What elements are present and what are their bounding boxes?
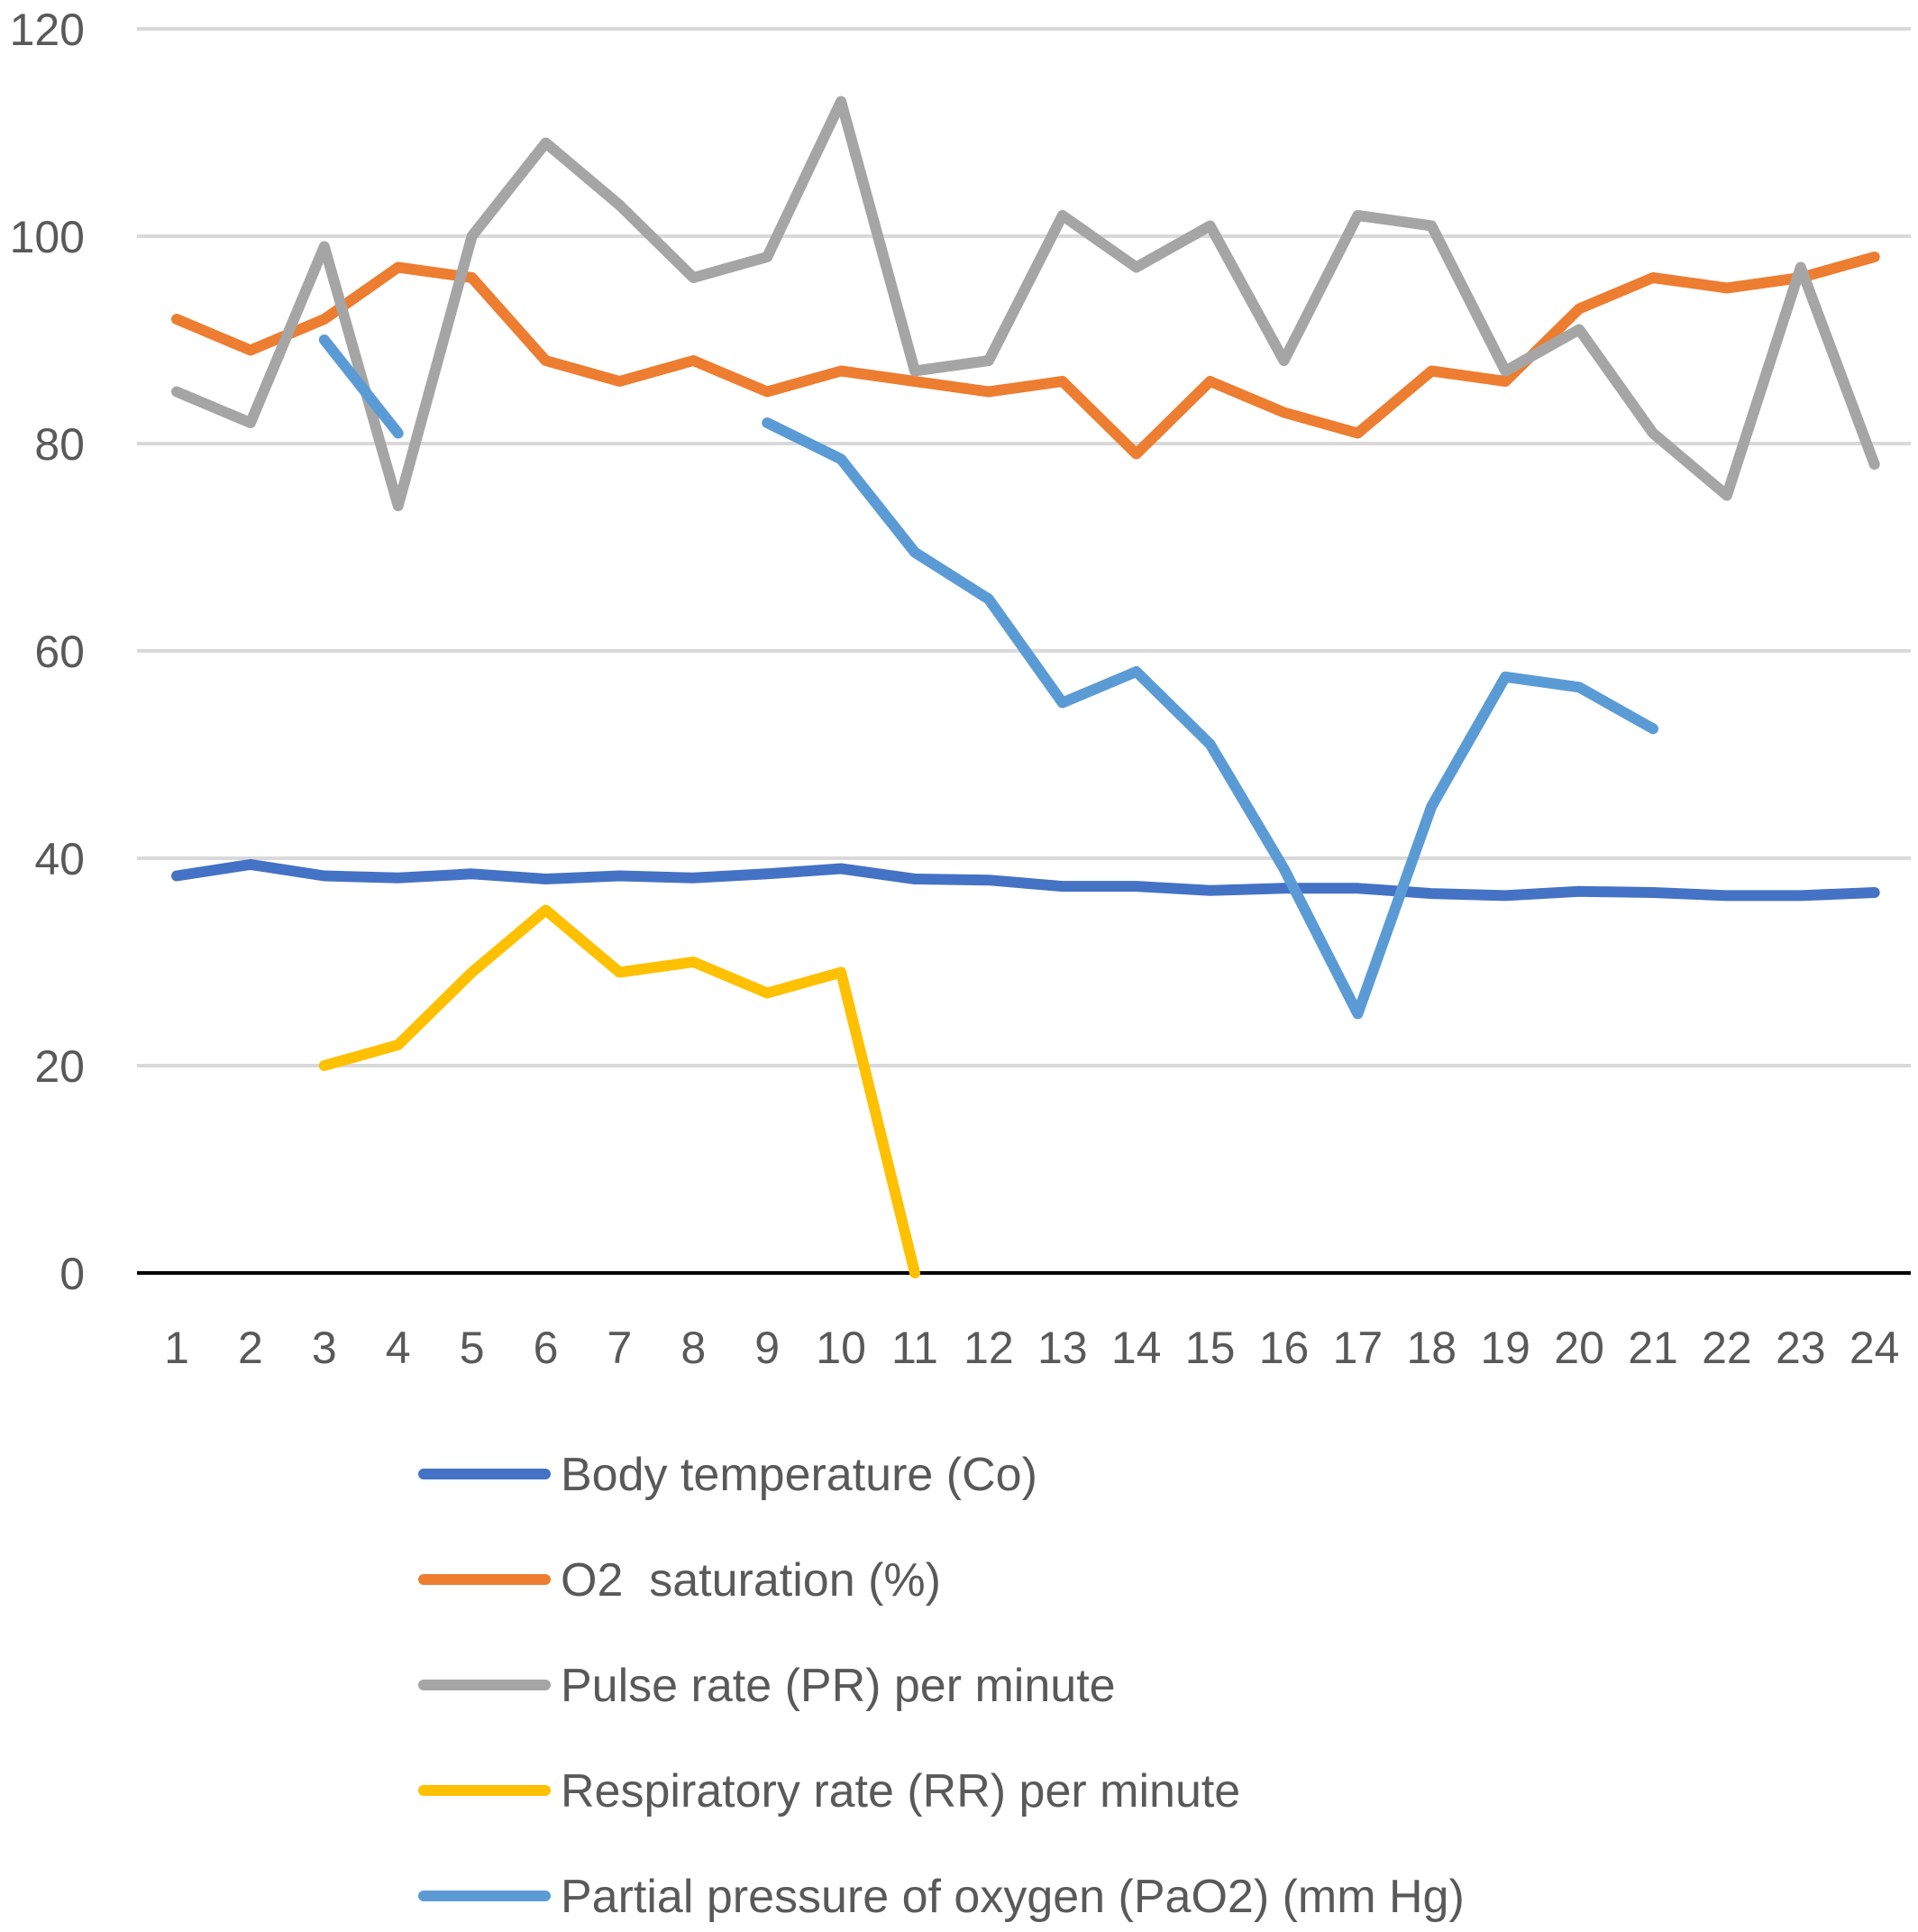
x-tick-label: 2 [238, 1323, 263, 1373]
legend-item: Partial pressure of oxygen (PaO2) (mm Hg… [418, 1871, 1465, 1923]
series-4 [318, 904, 920, 1278]
y-tick-label: 40 [34, 834, 85, 884]
x-tick-label: 21 [1628, 1323, 1678, 1373]
y-tick-label: 120 [10, 5, 85, 55]
series-line [318, 334, 1658, 1020]
x-tick-label: 16 [1259, 1323, 1310, 1373]
series-line [171, 96, 1880, 511]
legend-label: Respiratory rate (RR) per minute [561, 1765, 1240, 1818]
x-tick-label: 17 [1333, 1323, 1384, 1373]
series-line [171, 858, 1880, 902]
x-tick-label: 8 [680, 1323, 706, 1373]
x-axis: 1 2 3 4 5 6 7 8 9 10 11 12 13 14 15 16 17 18 19 20 21 22 23 24 [164, 1323, 1899, 1373]
x-tick-label: 13 [1037, 1323, 1088, 1373]
x-tick-label: 19 [1480, 1323, 1530, 1373]
x-tick-label: 15 [1185, 1323, 1236, 1373]
x-tick-label: 10 [816, 1323, 866, 1373]
y-tick-label: 100 [10, 212, 85, 262]
legend-label: Body temperature (Co) [561, 1449, 1037, 1501]
x-tick-label: 6 [534, 1323, 559, 1373]
legend-label: Partial pressure of oxygen (PaO2) (mm Hg… [561, 1871, 1465, 1923]
y-tick-label: 60 [34, 627, 85, 677]
gridlines [137, 27, 1911, 1275]
series-1 [171, 858, 1880, 902]
x-tick-label: 4 [386, 1323, 411, 1373]
y-tick-label: 0 [59, 1249, 85, 1299]
x-tick-label: 7 [607, 1323, 632, 1373]
x-tick-label: 24 [1850, 1323, 1900, 1373]
x-tick-label: 18 [1406, 1323, 1457, 1373]
legend-item: Respiratory rate (RR) per minute [418, 1765, 1240, 1818]
legend: Body temperature (Co) O2 saturation (%) Pu… [418, 1449, 1465, 1923]
x-tick-label: 14 [1111, 1323, 1162, 1373]
x-tick-label: 9 [754, 1323, 780, 1373]
x-tick-label: 3 [312, 1323, 337, 1373]
series-5 [318, 334, 1658, 1020]
series-line [318, 904, 920, 1278]
x-tick-label: 1 [164, 1323, 189, 1373]
legend-item: Body temperature (Co) [418, 1449, 1037, 1501]
x-tick-label: 23 [1776, 1323, 1826, 1373]
x-tick-label: 5 [460, 1323, 485, 1373]
y-tick-label: 80 [34, 419, 85, 470]
legend-label: Pulse rate (PR) per minute [561, 1660, 1116, 1712]
legend-item: O2 saturation (%) [418, 1554, 941, 1607]
x-tick-label: 22 [1702, 1323, 1752, 1373]
legend-item: Pulse rate (PR) per minute [418, 1660, 1116, 1712]
series-3 [171, 96, 1880, 511]
x-tick-label: 12 [964, 1323, 1014, 1373]
x-tick-label: 20 [1554, 1323, 1604, 1373]
y-tick-label: 20 [34, 1041, 85, 1092]
x-tick-label: 11 [891, 1323, 938, 1373]
series-lines [171, 96, 1880, 1278]
legend-label: O2 saturation (%) [561, 1554, 941, 1607]
y-axis: 0 20 40 60 80 100 120 [10, 5, 85, 1299]
